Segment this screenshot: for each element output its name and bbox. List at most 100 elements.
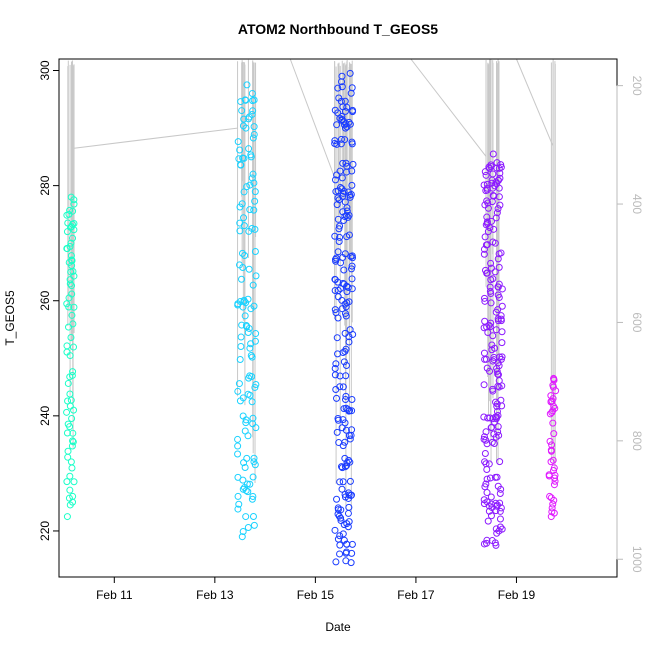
data-point xyxy=(64,453,72,461)
data-point xyxy=(239,154,247,162)
data-point xyxy=(340,280,348,288)
data-point xyxy=(550,376,558,384)
data-point xyxy=(248,174,256,182)
data-point xyxy=(338,296,346,304)
data-point xyxy=(242,416,250,424)
data-point xyxy=(482,428,490,436)
data-point xyxy=(252,272,260,280)
data-point xyxy=(245,115,253,123)
data-point xyxy=(333,334,341,342)
data-point xyxy=(346,435,354,443)
data-points xyxy=(63,69,560,567)
chart-title: ATOM2 Northbound T_GEOS5 xyxy=(238,21,438,37)
data-point xyxy=(496,515,504,523)
data-point xyxy=(251,197,259,205)
data-point xyxy=(486,283,494,291)
data-point xyxy=(485,507,493,515)
data-point xyxy=(63,478,71,486)
data-point xyxy=(248,90,256,98)
data-point xyxy=(336,541,344,549)
data-point xyxy=(67,334,75,342)
x-tick-label: Feb 15 xyxy=(297,588,335,602)
data-point xyxy=(242,96,250,104)
data-point xyxy=(482,171,490,179)
data-point xyxy=(242,419,250,427)
data-point xyxy=(338,72,346,80)
data-point xyxy=(546,437,554,445)
data-point xyxy=(334,194,342,202)
data-point xyxy=(241,463,249,471)
data-point xyxy=(490,439,498,447)
data-point xyxy=(331,106,339,114)
data-point xyxy=(251,188,259,196)
data-point xyxy=(64,420,72,428)
data-point xyxy=(483,536,491,544)
data-point xyxy=(345,494,353,502)
data-point xyxy=(483,539,491,547)
data-point xyxy=(487,259,495,267)
data-point xyxy=(66,280,74,288)
x-axis: Feb 11 Feb 13 Feb 15 Feb 17 Feb 19 xyxy=(96,576,535,602)
data-point xyxy=(69,234,77,242)
data-point xyxy=(496,458,504,466)
data-point xyxy=(70,343,78,351)
data-point xyxy=(484,517,492,525)
data-point xyxy=(234,492,242,500)
data-point xyxy=(234,505,242,513)
data-point xyxy=(341,107,349,115)
data-point xyxy=(66,206,74,214)
data-point xyxy=(480,349,488,357)
data-point xyxy=(334,248,342,256)
data-point xyxy=(334,293,342,301)
data-point xyxy=(496,523,504,531)
data-point xyxy=(343,103,351,111)
data-point xyxy=(343,520,351,528)
data-point xyxy=(348,138,356,146)
data-point xyxy=(495,250,503,258)
data-point xyxy=(240,214,248,222)
data-point xyxy=(495,164,503,172)
data-point xyxy=(338,78,346,86)
data-point xyxy=(251,225,259,233)
data-point xyxy=(341,309,349,317)
data-point xyxy=(496,489,504,497)
data-point xyxy=(250,458,258,466)
trace-line xyxy=(515,58,554,146)
data-point xyxy=(238,321,246,329)
data-point xyxy=(68,414,76,422)
data-point xyxy=(483,475,491,483)
data-point xyxy=(342,361,350,369)
y-tick-label: 280 xyxy=(38,175,52,195)
data-point xyxy=(487,264,495,272)
data-point xyxy=(238,275,246,283)
data-point xyxy=(496,507,504,515)
data-point xyxy=(493,209,501,217)
data-point xyxy=(337,140,345,148)
data-point xyxy=(334,84,342,92)
data-point xyxy=(338,115,346,123)
data-point xyxy=(346,193,354,201)
data-point xyxy=(481,233,489,241)
data-point xyxy=(334,506,342,514)
data-point xyxy=(492,398,500,406)
data-point xyxy=(338,83,346,91)
data-point xyxy=(335,237,343,245)
data-point xyxy=(345,231,353,239)
data-point xyxy=(344,509,352,517)
data-point xyxy=(251,383,259,391)
data-point xyxy=(249,473,257,481)
data-point xyxy=(348,395,356,403)
trace-line xyxy=(410,58,487,158)
data-point xyxy=(239,485,247,493)
data-point xyxy=(342,120,350,128)
data-point xyxy=(334,416,342,424)
data-point xyxy=(550,430,558,438)
data-point xyxy=(234,301,242,309)
data-point xyxy=(493,402,501,410)
data-point xyxy=(246,391,254,399)
data-point xyxy=(331,137,339,145)
data-point xyxy=(487,493,495,501)
data-point xyxy=(246,206,254,214)
data-point xyxy=(65,294,73,302)
data-point xyxy=(63,244,71,252)
